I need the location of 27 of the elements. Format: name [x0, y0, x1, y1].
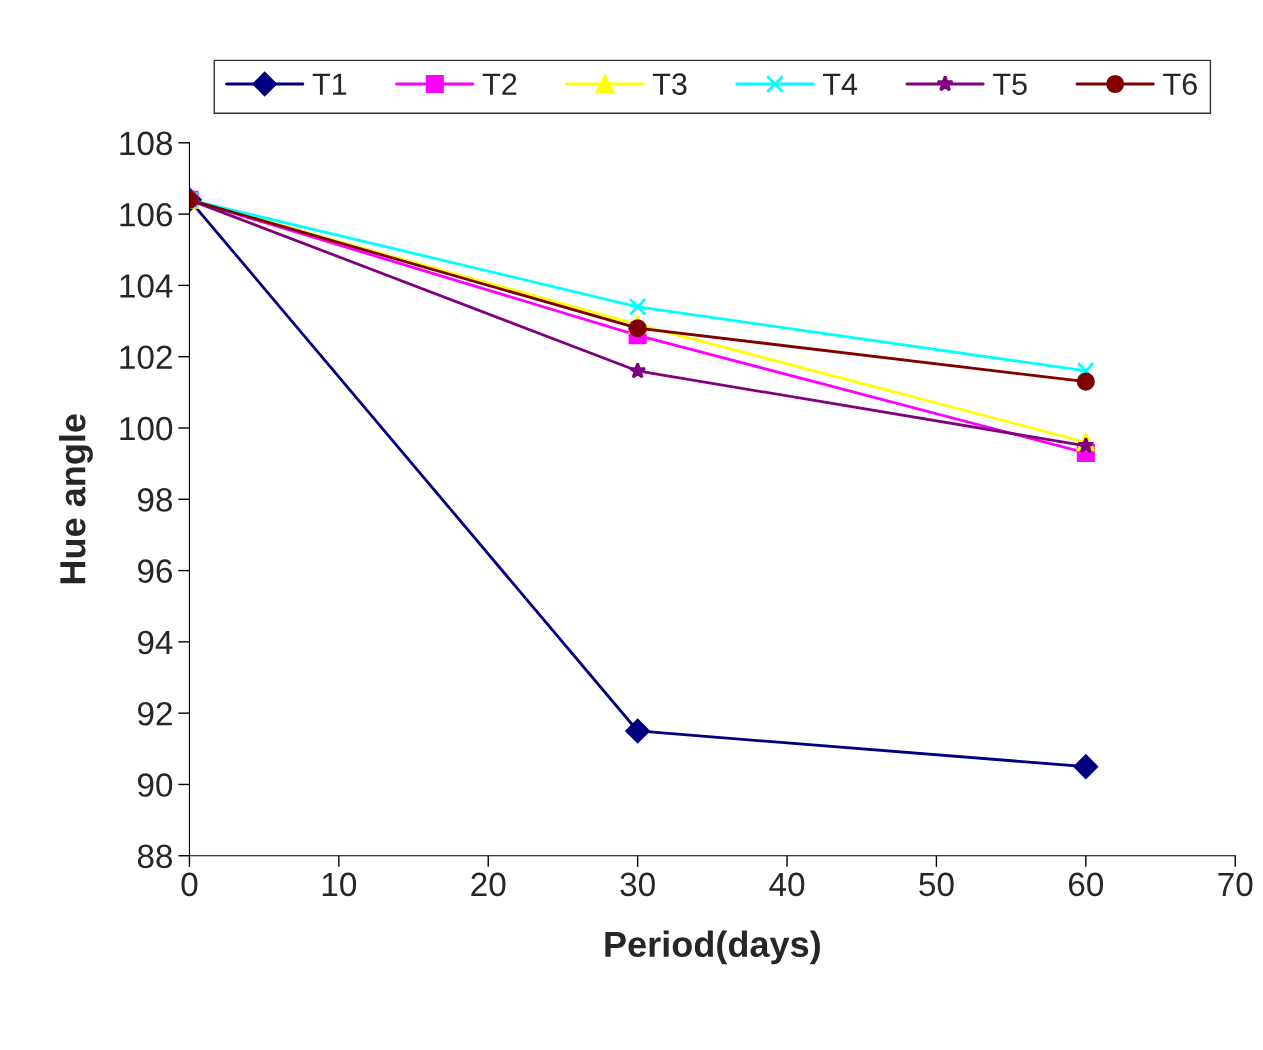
x-tick-label: 60 [1068, 872, 1104, 897]
y-tick-label: 96 [137, 559, 173, 583]
legend-label: T2 [482, 73, 517, 95]
y-axis-title: Hue angle [59, 414, 93, 584]
y-tick-label: 88 [137, 844, 173, 869]
legend-label: T3 [652, 73, 687, 95]
legend-label: T4 [823, 73, 858, 95]
x-tick-label: 10 [322, 872, 357, 897]
y-tick-label: 108 [120, 131, 173, 156]
x-tick-label: 20 [471, 872, 506, 897]
y-tick-label: 100 [120, 416, 173, 441]
y-tick-label: 104 [120, 274, 173, 298]
x-tick-label: 50 [919, 872, 954, 897]
y-tick-label: 94 [137, 630, 173, 655]
x-axis-title: Period(days) [605, 930, 820, 965]
y-tick-label: 102 [120, 345, 172, 370]
x-tick-label: 30 [620, 872, 655, 897]
y-tick-label: 106 [120, 202, 173, 227]
y-tick-label: 92 [137, 701, 172, 726]
legend-label: T1 [312, 73, 347, 95]
x-tick-label: 40 [769, 872, 805, 897]
y-tick-label: 98 [137, 488, 173, 512]
legend-label: T6 [1163, 73, 1197, 95]
x-tick-label: 0 [181, 872, 198, 897]
x-tick-label: 70 [1218, 872, 1253, 897]
y-tick-label: 90 [137, 773, 173, 797]
legend-label: T5 [993, 73, 1027, 95]
